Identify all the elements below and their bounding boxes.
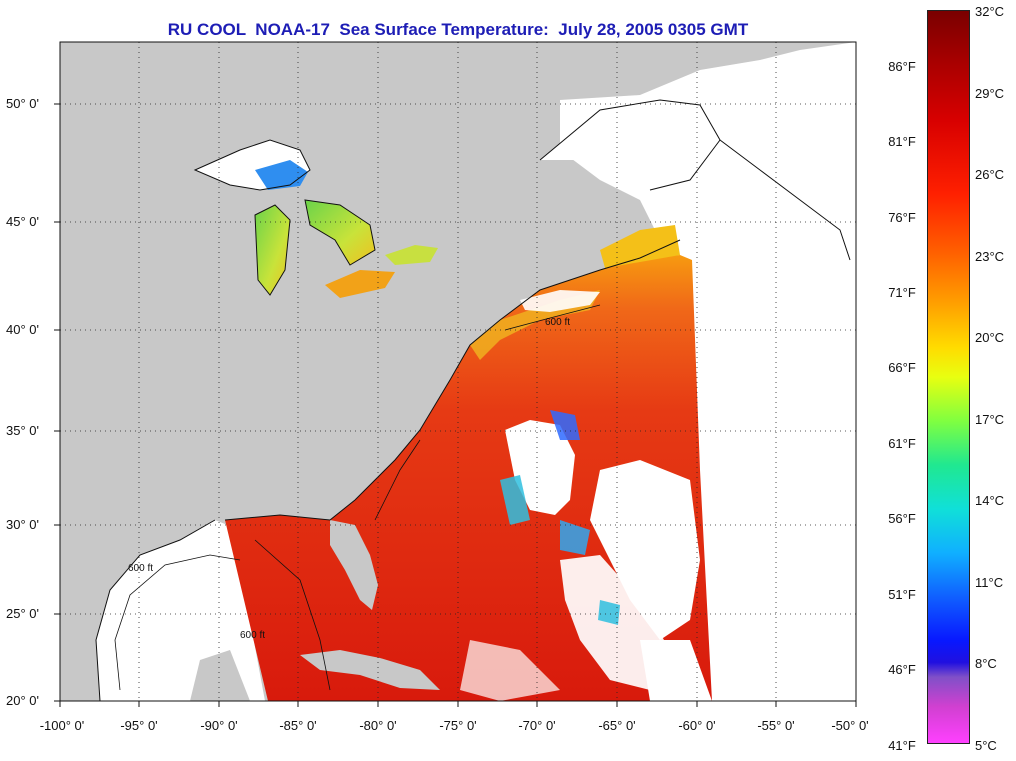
coastlines xyxy=(95,99,851,702)
no-data-ocean-east xyxy=(560,42,856,701)
colorbar-c-29: 29°C xyxy=(975,86,1005,101)
colorbar-f-71: 71°F xyxy=(888,285,916,300)
colorbar-f-46: 46°F xyxy=(888,662,916,677)
lon-label-85: -85° 0' xyxy=(279,718,317,733)
lon-label-80: -80° 0' xyxy=(359,718,397,733)
lon-label-65: -65° 0' xyxy=(598,718,636,733)
lon-label-50: -50° 0' xyxy=(831,718,869,733)
lon-label-60: -60° 0' xyxy=(678,718,716,733)
lon-label-100: -100° 0' xyxy=(39,718,85,733)
colorbar-c-8: 8°C xyxy=(975,656,997,671)
lat-label-40: 40° 0' xyxy=(6,322,39,337)
florida xyxy=(330,520,378,610)
lake-superior-east xyxy=(255,160,308,190)
colorbar-f-81: 81°F xyxy=(888,134,916,149)
lon-label-70: -70° 0' xyxy=(518,718,556,733)
colorbar-c-26: 26°C xyxy=(975,167,1005,182)
lon-label-90: -90° 0' xyxy=(200,718,238,733)
lake-erie xyxy=(325,270,395,298)
lon-label-55: -55° 0' xyxy=(757,718,795,733)
colorbar-c-17: 17°C xyxy=(975,412,1005,427)
colorbar-f-51: 51°F xyxy=(888,587,916,602)
contour-label-gulf: 600 ft xyxy=(128,563,153,574)
gulf-of-maine-water xyxy=(600,225,680,268)
colorbar-c-32: 32°C xyxy=(975,4,1005,19)
temperature-colorbar xyxy=(927,10,970,744)
lat-label-50: 50° 0' xyxy=(6,96,39,111)
lake-ontario xyxy=(385,245,438,265)
depth-contour xyxy=(114,304,601,691)
cuba xyxy=(300,650,440,690)
contour-label-yucatan: 600 ft xyxy=(240,630,265,641)
contour-label-shelf: 600 ft xyxy=(545,317,570,328)
colorbar-c-5: 5°C xyxy=(975,738,997,753)
colorbar-c-23: 23°C xyxy=(975,249,1005,264)
colorbar-c-11: 11°C xyxy=(975,575,1004,590)
colorbar-f-86: 86°F xyxy=(888,59,916,74)
colorbar-f-61: 61°F xyxy=(888,436,916,451)
yucatan xyxy=(190,650,250,701)
lat-label-45: 45° 0' xyxy=(6,214,39,229)
colorbar-c-20: 20°C xyxy=(975,330,1005,345)
colorbar-f-41: 41°F xyxy=(888,738,916,753)
lat-label-30: 30° 0' xyxy=(6,517,39,532)
lake-huron xyxy=(305,200,375,265)
lon-label-75: -75° 0' xyxy=(439,718,477,733)
lat-label-20: 20° 0' xyxy=(6,693,39,708)
lat-label-35: 35° 0' xyxy=(6,423,39,438)
colorbar-f-66: 66°F xyxy=(888,360,916,375)
axis-ticks xyxy=(54,103,857,707)
colorbar-f-76: 76°F xyxy=(888,210,916,225)
map-title: RU COOL NOAA-17 Sea Surface Temperature:… xyxy=(167,20,749,39)
cool-eddies xyxy=(500,410,620,625)
lat-label-25: 25° 0' xyxy=(6,606,39,621)
lake-michigan xyxy=(255,205,290,295)
colorbar-c-14: 14°C xyxy=(975,493,1005,508)
colorbar-f-56: 56°F xyxy=(888,511,916,526)
lon-label-95: -95° 0' xyxy=(120,718,158,733)
